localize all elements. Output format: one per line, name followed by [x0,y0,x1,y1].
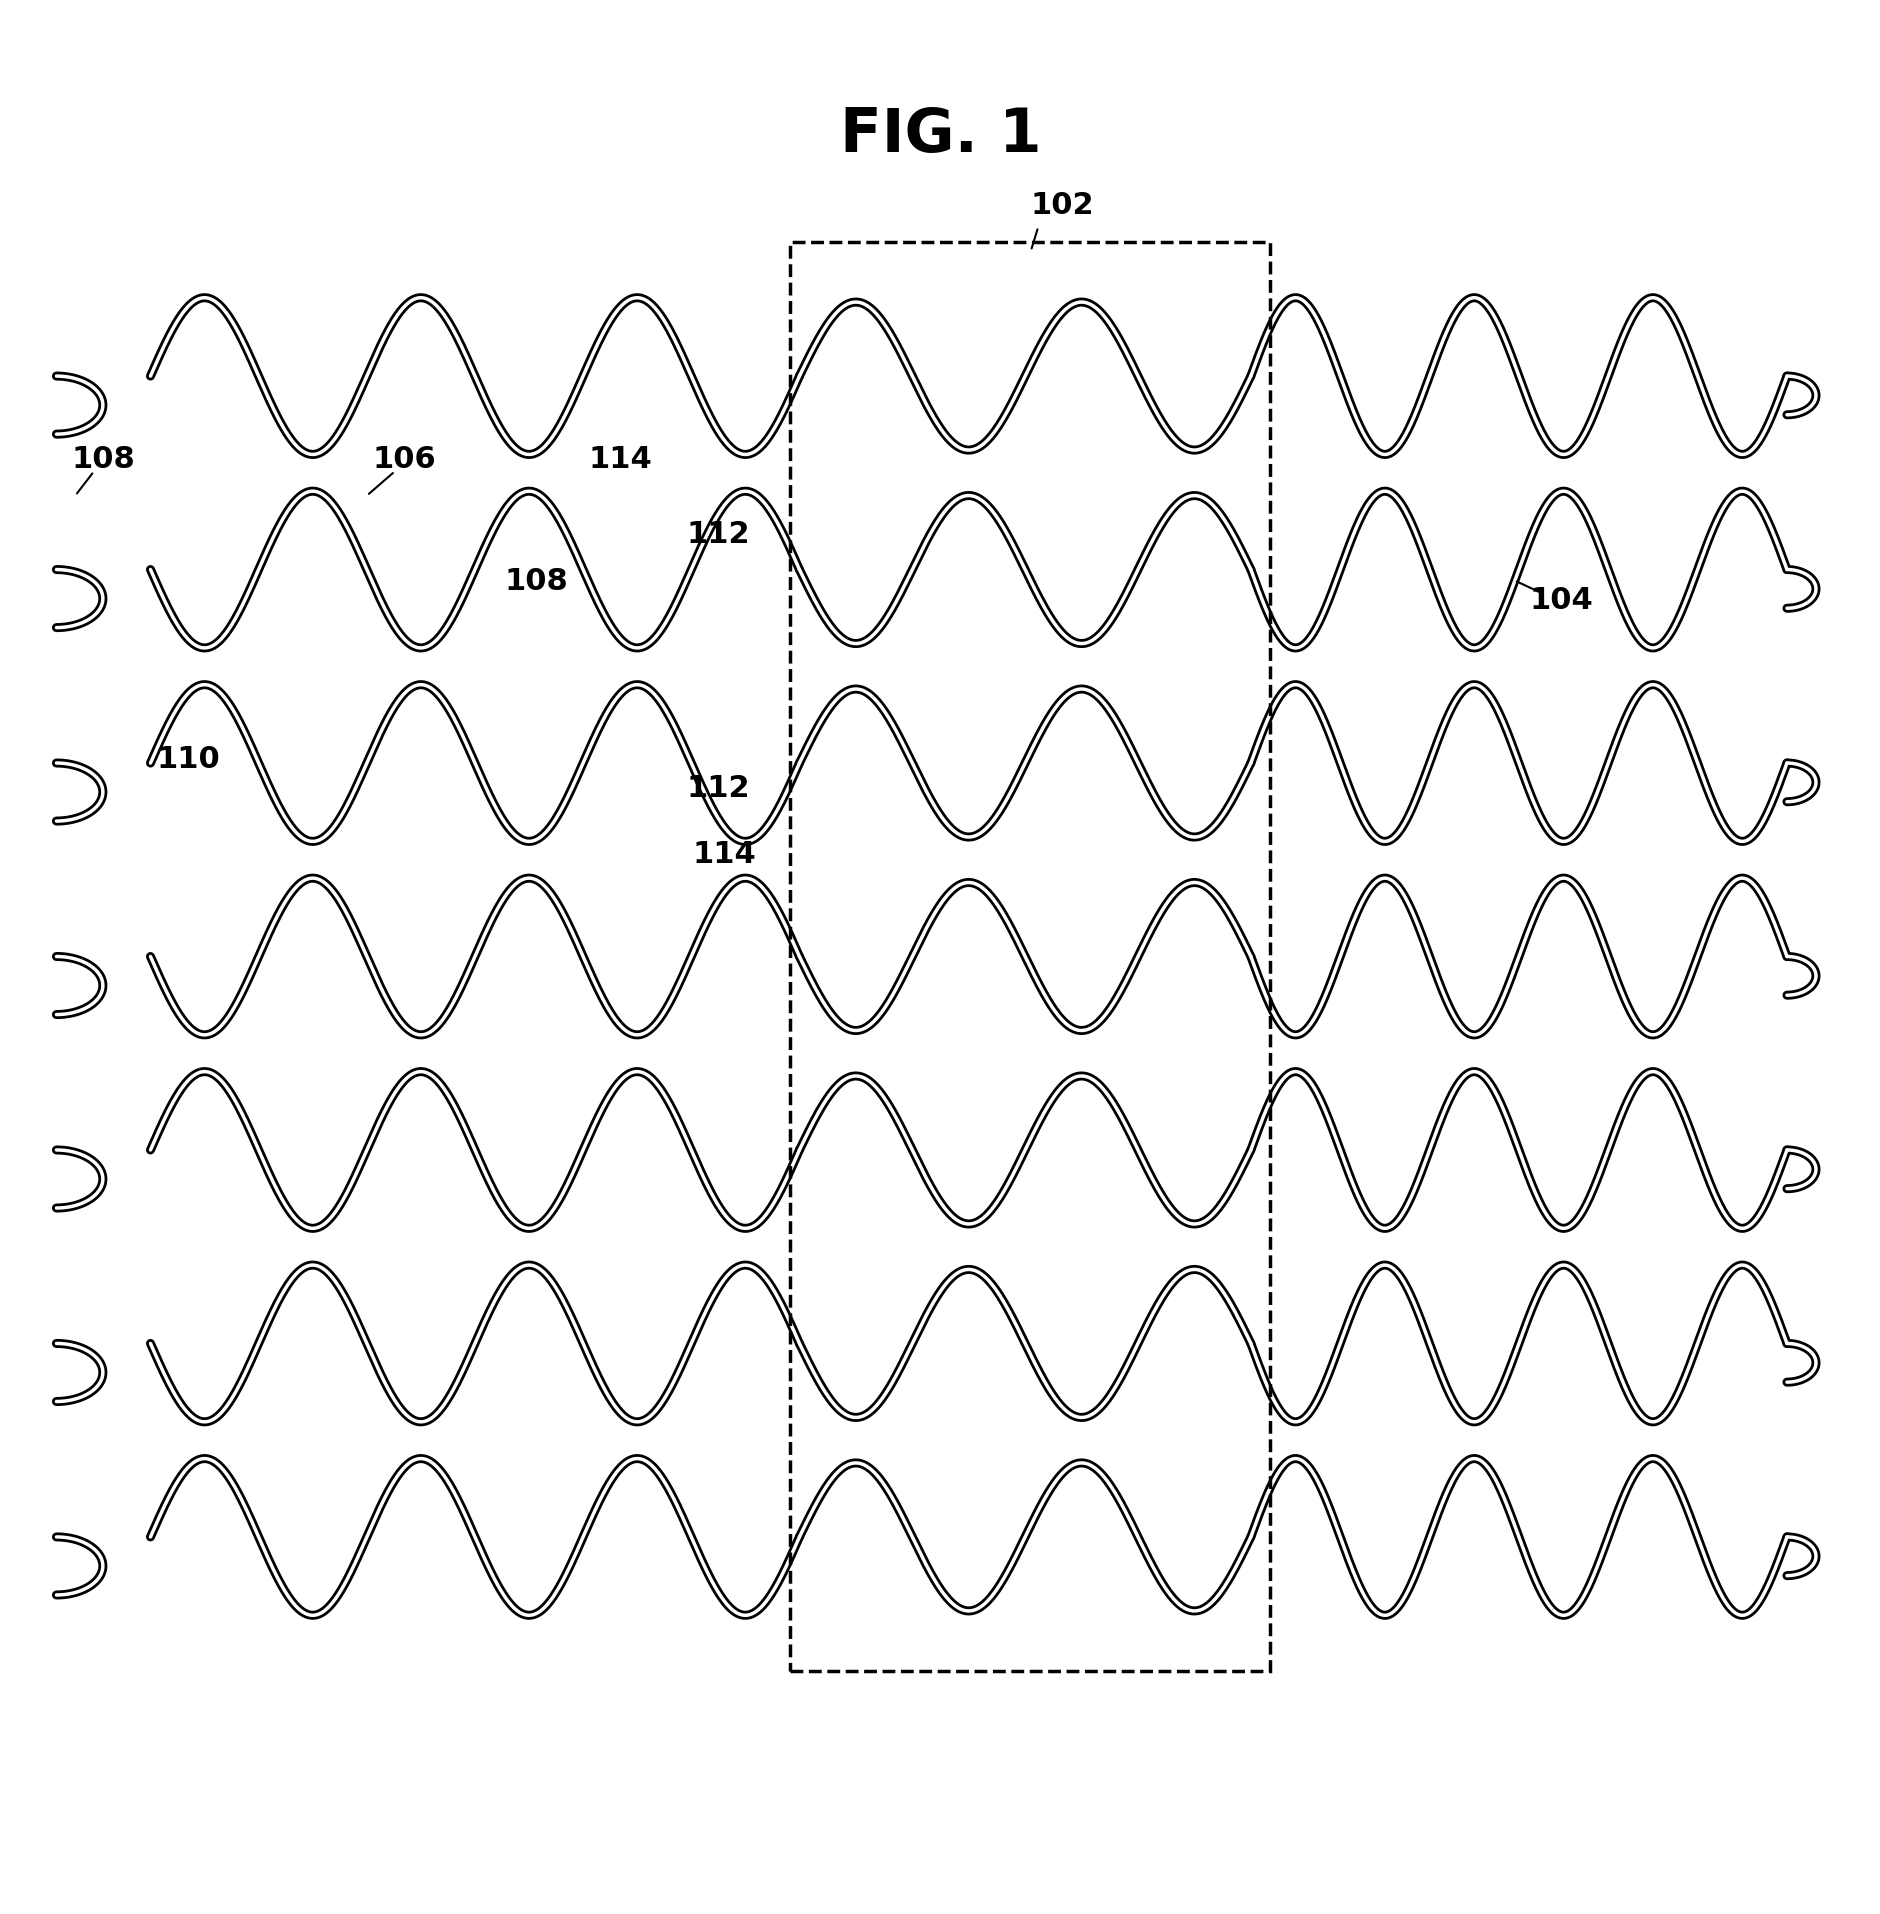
Text: 108: 108 [71,444,135,473]
Text: 114: 114 [588,444,652,473]
Text: 102: 102 [1030,191,1094,220]
Text: 112: 112 [686,519,750,549]
Text: 110: 110 [156,745,220,773]
Text: 114: 114 [692,838,756,869]
Text: FIG. 1: FIG. 1 [838,105,1042,165]
Text: 104: 104 [1528,586,1592,614]
Text: 106: 106 [372,444,436,473]
Bar [790,243,1269,1671]
Text: 112: 112 [686,773,750,802]
Text: 108: 108 [504,567,568,595]
